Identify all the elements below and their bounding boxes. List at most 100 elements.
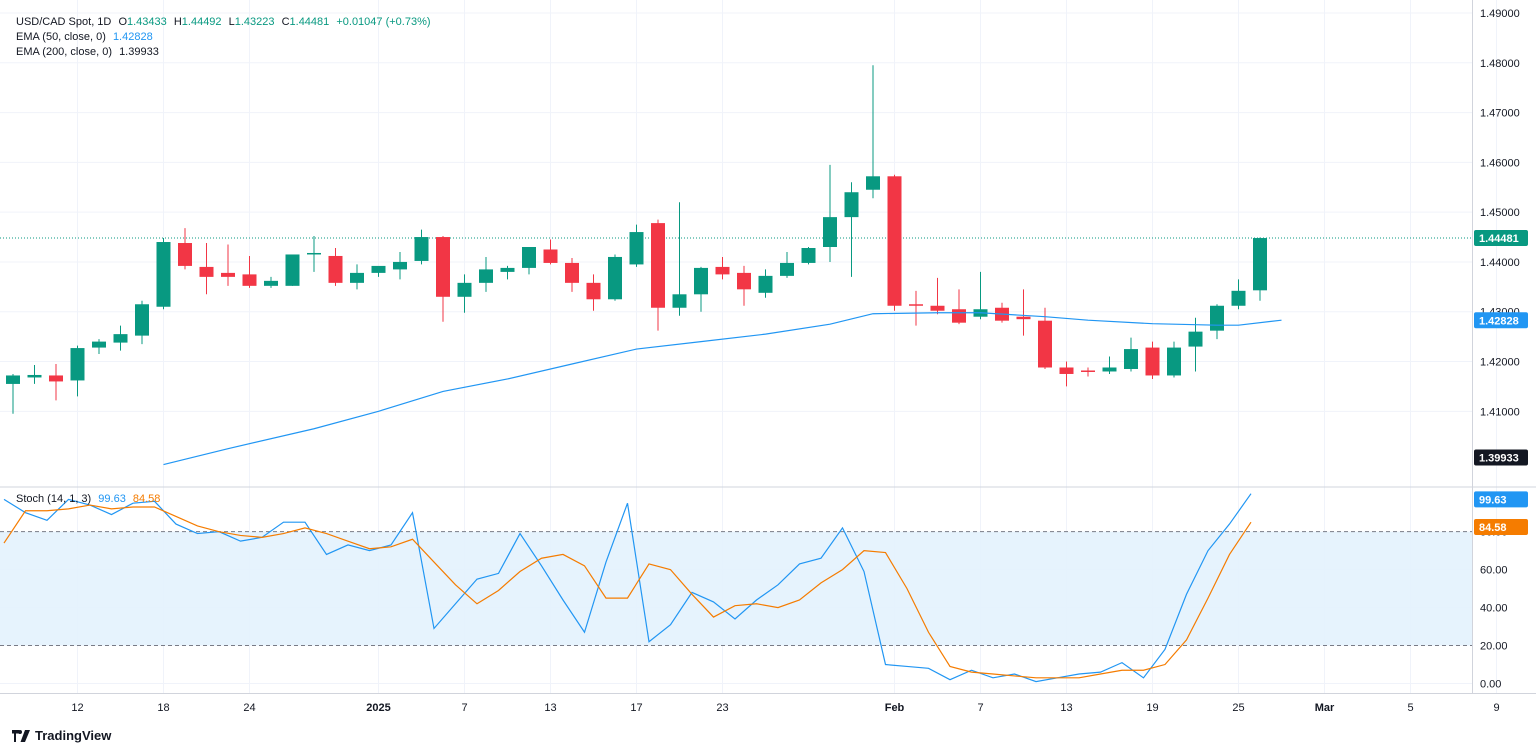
time-tick-label: 18: [157, 702, 169, 714]
candle-body: [1081, 370, 1095, 372]
candle-body: [1210, 305, 1224, 331]
candle-body: [199, 266, 214, 277]
candle-body: [1059, 367, 1074, 374]
stoch-d-tag: 84.58: [1479, 522, 1507, 534]
candle-body: [586, 282, 601, 300]
candle-body: [1124, 349, 1138, 369]
candle-body: [823, 217, 837, 247]
close-value: 1.44481: [289, 16, 330, 28]
candle-body: [221, 272, 235, 277]
time-tick-label: Feb: [885, 702, 905, 714]
time-tick-label: 25: [1232, 702, 1244, 714]
candle-body: [92, 341, 106, 348]
candle-body: [1231, 290, 1246, 306]
time-axis-ticks: 12 18 24 2025 7 13 17 23 Feb 7 13 19 25 Mar 5 9: [71, 702, 1499, 714]
candle-body: [1016, 316, 1031, 320]
candle-body: [371, 265, 386, 273]
candle-body: [350, 272, 364, 283]
candle-body: [135, 304, 149, 336]
stoch-tick-label: 0.00: [1480, 679, 1501, 691]
candle-body: [629, 232, 644, 265]
candles: [6, 65, 1267, 414]
price-axis-ticks: 1.410001.420001.430001.440001.450001.460…: [1480, 8, 1520, 418]
ema50-legend[interactable]: EMA (50, close, 0) 1.42828: [16, 30, 157, 45]
price-tick-label: 1.41000: [1480, 406, 1520, 418]
candle-body: [543, 249, 558, 263]
ema50-tag: 1.42828: [1479, 315, 1519, 327]
change-value: +0.01047 (+0.73%): [336, 16, 431, 28]
time-tick-label: 2025: [366, 702, 390, 714]
candle-body: [328, 255, 343, 283]
candle-body: [758, 275, 773, 293]
stoch-legend[interactable]: Stoch (14, 1, 3) 99.63 84.58: [16, 492, 164, 507]
high-label: H: [173, 16, 182, 28]
open-label: O: [118, 16, 127, 28]
candle-body: [70, 348, 85, 381]
ema200-value: 1.39933: [119, 46, 159, 58]
stoch-d-value: 84.58: [132, 493, 161, 505]
time-tick-label: 13: [1060, 702, 1072, 714]
open-value: 1.43433: [127, 16, 167, 28]
candle-body: [952, 309, 966, 323]
candle-body: [393, 261, 407, 270]
ema200-label: EMA (200, close, 0): [16, 46, 112, 58]
ema200-tag: 1.39933: [1479, 452, 1519, 464]
candle-body: [457, 282, 472, 297]
low-label: L: [228, 16, 235, 28]
price-tick-label: 1.45000: [1480, 207, 1520, 219]
stoch-d-tag-bg: [1474, 518, 1528, 535]
stoch-k-value: 99.63: [98, 493, 126, 505]
time-tick-label: 7: [977, 702, 983, 714]
last-price-tag-bg: [1474, 229, 1528, 246]
candle-body: [414, 237, 429, 261]
time-tick-label: 13: [544, 702, 556, 714]
time-tick-label: 12: [71, 702, 83, 714]
ema50-tag-bg: [1474, 312, 1528, 329]
candle-body: [49, 375, 63, 382]
candle-body: [651, 223, 665, 308]
price-tick-label: 1.48000: [1480, 58, 1520, 70]
ema50-label: EMA (50, close, 0): [16, 31, 106, 43]
tradingview-logo[interactable]: TradingView: [12, 728, 111, 743]
candle-body: [479, 269, 493, 283]
stoch-tick-label: 20.00: [1480, 641, 1508, 653]
time-tick-label: 7: [461, 702, 467, 714]
candle-body: [178, 243, 192, 266]
symbol-title[interactable]: USD/CAD Spot, 1D: [16, 16, 112, 28]
candle-body: [694, 267, 708, 295]
ema50-value: 1.42828: [112, 31, 153, 43]
candle-body: [113, 334, 128, 343]
close-label: C: [281, 16, 290, 28]
candle-body: [565, 262, 579, 283]
stoch-k-tag: 99.63: [1479, 494, 1507, 506]
ema50-line: [163, 312, 1282, 466]
candle-body: [844, 192, 859, 218]
candle-body: [608, 256, 622, 300]
time-tick-label: 17: [630, 702, 642, 714]
candle-body: [930, 305, 945, 311]
value-tags: 1.44481 1.42828 1.39933 99.63 84.58: [1474, 229, 1528, 535]
candle-body: [1188, 331, 1203, 347]
tradingview-logo-icon: [12, 729, 30, 742]
ohlc-legend: USD/CAD Spot, 1D O1.43433 H1.44492 L1.43…: [16, 15, 435, 30]
candle-body: [1102, 367, 1117, 372]
time-tick-label: Mar: [1315, 702, 1335, 714]
price-tick-label: 1.44000: [1480, 257, 1520, 269]
high-value: 1.44492: [181, 16, 222, 28]
ema200-legend[interactable]: EMA (200, close, 0) 1.39933: [16, 45, 163, 60]
candle-body: [887, 176, 902, 306]
candle-body: [780, 262, 794, 276]
last-price-tag: 1.44481: [1479, 233, 1519, 245]
candle-body: [801, 247, 816, 263]
price-tick-label: 1.46000: [1480, 157, 1520, 169]
candle-body: [264, 280, 278, 286]
time-tick-label: 5: [1407, 702, 1413, 714]
brand-name: TradingView: [35, 728, 112, 743]
candle-body: [737, 272, 751, 290]
candle-body: [522, 247, 536, 268]
price-tick-label: 1.42000: [1480, 357, 1520, 369]
candle-body: [866, 176, 880, 190]
stoch-tick-label: 60.00: [1480, 565, 1508, 577]
